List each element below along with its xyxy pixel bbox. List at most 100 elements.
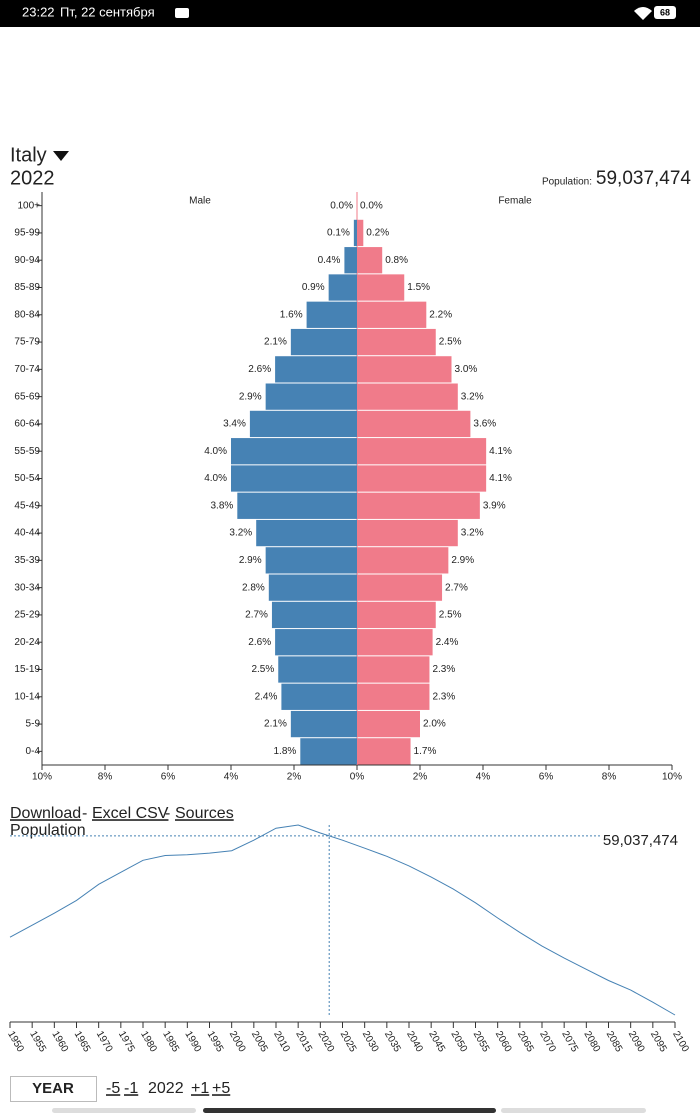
value-label: 2.3% [432, 664, 455, 675]
bar [265, 547, 357, 574]
x-tick-label: 8% [602, 772, 617, 783]
plus5-button[interactable]: +5 [212, 1080, 230, 1097]
y-tick-label: 15-19 [14, 664, 40, 675]
year-button-label[interactable]: YEAR [32, 1080, 74, 1097]
bar [357, 328, 436, 356]
x-tick-label: 2100 [670, 1029, 691, 1054]
population-line [9, 824, 676, 1016]
nav-bar [501, 1108, 646, 1113]
x-tick-label: 2040 [404, 1029, 425, 1054]
x-tick-label: 6% [539, 772, 554, 783]
year-button[interactable] [10, 1076, 97, 1102]
legend-label: Female [498, 196, 532, 207]
bar [290, 710, 357, 738]
excel-link[interactable]: Excel CSV [92, 805, 169, 822]
x-tick-label: 2005 [249, 1029, 270, 1054]
value-label: 0.1% [327, 228, 350, 239]
current-year: 2022 [148, 1080, 184, 1097]
y-tick-label: 95-99 [14, 228, 40, 239]
bar [357, 247, 383, 274]
x-tick-label: 2% [413, 772, 428, 783]
y-tick-label: 70-74 [14, 364, 40, 375]
sources-link[interactable]: Sources [175, 805, 234, 822]
y-tick-label: 90-94 [14, 255, 40, 266]
value-label: 0.0% [360, 200, 383, 211]
bar [281, 683, 357, 710]
battery-level: 68 [660, 7, 670, 17]
legend-label: Male [189, 196, 211, 207]
bar [357, 219, 364, 247]
x-tick-label: 2075 [559, 1029, 580, 1054]
x-tick-label: 1970 [94, 1029, 115, 1054]
bar [231, 465, 357, 492]
value-label: 0.9% [302, 282, 325, 293]
value-label: 2.5% [251, 664, 274, 675]
bar [357, 383, 458, 410]
x-tick-label: 2010 [271, 1029, 292, 1054]
value-label: 3.2% [229, 528, 252, 539]
x-tick-label: 2055 [471, 1029, 492, 1054]
value-label: 3.6% [473, 419, 496, 430]
country-dropdown[interactable] [53, 151, 69, 161]
bar [357, 574, 443, 601]
bar [357, 274, 405, 301]
value-label: 4.1% [489, 446, 512, 457]
value-label: 2.9% [451, 555, 474, 566]
status-icon [175, 8, 189, 18]
x-tick-label: 2065 [515, 1029, 536, 1054]
value-label: 2.0% [423, 719, 446, 730]
x-tick-label: 2035 [382, 1029, 403, 1054]
value-label: 4.1% [489, 473, 512, 484]
bar [357, 547, 449, 574]
nav-bar [52, 1108, 196, 1113]
y-tick-label: 100+ [17, 200, 40, 211]
x-tick-label: 10% [662, 772, 682, 783]
bar [357, 656, 430, 683]
x-tick-label: 1995 [205, 1029, 226, 1054]
bar [249, 410, 357, 438]
bar [357, 438, 487, 465]
value-label: 4.0% [204, 473, 227, 484]
minus5-button[interactable]: -5 [106, 1080, 120, 1097]
bar [357, 601, 436, 629]
value-label: 1.5% [407, 282, 430, 293]
x-tick-label: 2095 [648, 1029, 669, 1054]
y-tick-label: 40-44 [14, 528, 40, 539]
y-tick-label: 65-69 [14, 391, 40, 402]
country-name[interactable]: Italy [10, 144, 47, 166]
download-link[interactable]: Download [10, 805, 81, 822]
x-tick-label: 2060 [493, 1029, 514, 1054]
value-label: 2.9% [239, 555, 262, 566]
y-tick-label: 0-4 [26, 746, 41, 757]
value-label: 1.6% [280, 309, 303, 320]
x-tick-label: 1975 [116, 1029, 137, 1054]
x-tick-label: 2015 [293, 1029, 314, 1054]
battery-icon [654, 6, 676, 19]
x-tick-label: 8% [98, 772, 113, 783]
x-tick-label: 4% [476, 772, 491, 783]
header-year: 2022 [10, 167, 55, 189]
value-label: 2.5% [439, 610, 462, 621]
x-tick-label: 10% [32, 772, 52, 783]
plus1-button[interactable]: +1 [191, 1080, 209, 1097]
value-label: 1.8% [274, 746, 297, 757]
y-tick-label: 35-39 [14, 555, 40, 566]
value-label: 1.7% [414, 746, 437, 757]
bar [357, 410, 471, 438]
x-tick-label: 6% [161, 772, 176, 783]
value-label: 0.8% [385, 255, 408, 266]
separator: - [82, 805, 87, 822]
bar [268, 574, 357, 601]
value-label: 2.8% [242, 582, 265, 593]
x-tick-label: 4% [224, 772, 239, 783]
x-tick-label: 1990 [182, 1029, 203, 1054]
x-tick-label: 2020 [315, 1029, 336, 1054]
x-tick-label: 2085 [604, 1029, 625, 1054]
value-label: 4.0% [204, 446, 227, 457]
x-tick-label: 2050 [448, 1029, 469, 1054]
value-label: 2.4% [255, 691, 278, 702]
minus1-button[interactable]: -1 [124, 1080, 138, 1097]
separator: - [165, 805, 170, 822]
x-tick-label: 2080 [581, 1029, 602, 1054]
value-label: 3.2% [461, 528, 484, 539]
